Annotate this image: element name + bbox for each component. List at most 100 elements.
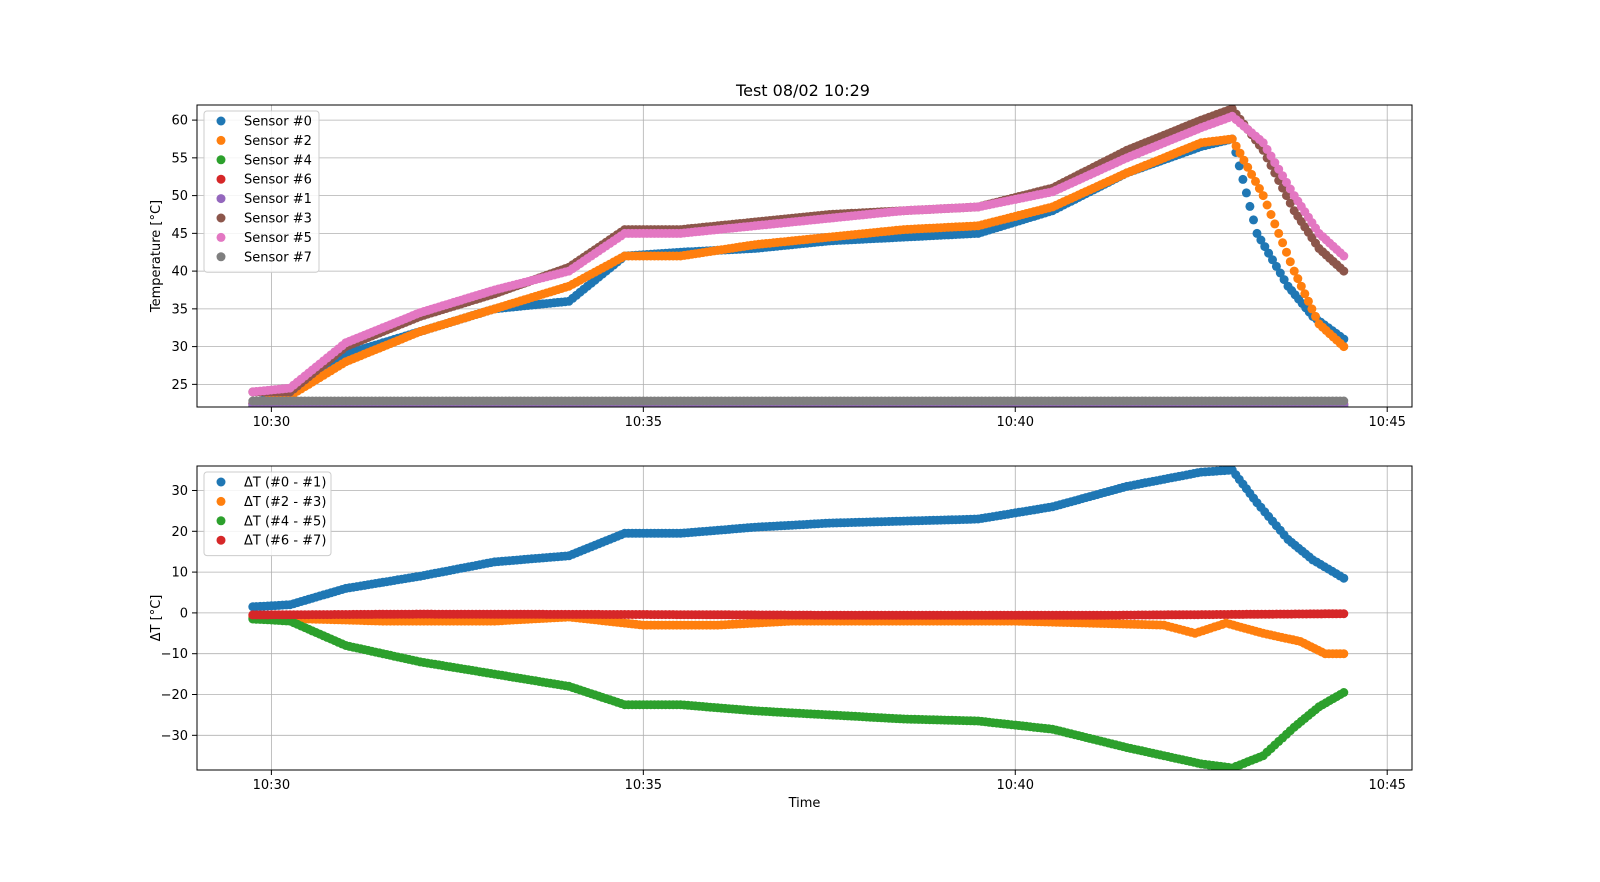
legend-entry: Sensor #4 <box>244 153 312 168</box>
data-point <box>1285 198 1295 208</box>
data-point <box>1245 201 1255 211</box>
y-tick-label: 0 <box>180 606 188 621</box>
legend-entry: ΔT (#6 - #7) <box>244 534 326 549</box>
data-point <box>1256 235 1266 245</box>
data-point <box>1279 275 1289 285</box>
data-point <box>1307 304 1317 314</box>
data-point <box>1289 266 1299 276</box>
data-point <box>1271 261 1281 271</box>
y-tick-label: 45 <box>171 227 188 242</box>
data-point <box>1278 238 1288 248</box>
legend-marker <box>216 516 226 526</box>
data-point <box>1254 184 1264 193</box>
x-tick-label: 10:30 <box>253 778 290 793</box>
legend-entry: Sensor #6 <box>244 173 312 188</box>
data-point <box>1339 609 1349 619</box>
data-point <box>1262 200 1272 210</box>
data-point <box>1339 396 1349 406</box>
legend-entry: ΔT (#2 - #3) <box>244 495 326 510</box>
data-point <box>1339 649 1349 659</box>
delta-t-axes: 10:30 10:35 10:40 10:45 −30 −20 −10 0 10 20 30 ΔT [… <box>149 465 1413 811</box>
data-point <box>1227 134 1237 144</box>
y-tick-label: 25 <box>171 378 188 393</box>
x-tick-label: 10:40 <box>997 415 1034 430</box>
legend-marker <box>216 135 226 145</box>
axes-frame <box>196 465 1413 771</box>
data-point <box>1231 141 1241 151</box>
data-point <box>1285 184 1295 194</box>
data-point <box>1239 155 1249 165</box>
legend-marker <box>216 194 226 204</box>
data-point <box>1270 158 1280 168</box>
data-point <box>1247 169 1257 179</box>
data-point <box>1274 228 1284 238</box>
legend-marker <box>216 213 226 223</box>
legend-entry: ΔT (#0 - #1) <box>244 476 326 491</box>
legend-marker <box>216 116 226 126</box>
legend-marker <box>216 155 226 165</box>
data-point <box>1293 274 1303 284</box>
data-point <box>1339 573 1349 583</box>
legend-marker <box>216 496 226 506</box>
legend-entry: Sensor #2 <box>244 134 312 149</box>
legend-marker <box>216 252 226 262</box>
data-point <box>1303 296 1313 306</box>
data-point <box>1339 688 1349 697</box>
legend-marker <box>216 477 226 487</box>
y-tick-label: 10 <box>171 566 188 581</box>
y-tick-label: −20 <box>161 688 188 703</box>
series-0 <box>248 466 1349 612</box>
data-point <box>1282 191 1291 201</box>
data-point <box>1249 215 1258 225</box>
data-point <box>1243 162 1253 172</box>
y-tick-label: −30 <box>161 729 188 744</box>
y-tick-label: 55 <box>171 151 188 166</box>
data-point <box>1274 164 1284 174</box>
legend: Sensor #0 Sensor #2 Sensor #4 Sensor #6 Sens… <box>203 110 320 273</box>
data-point <box>1235 148 1245 158</box>
y-axis-label: Temperature [°C] <box>149 200 164 313</box>
data-point <box>1339 342 1349 352</box>
series-1 <box>248 134 1349 407</box>
data-point <box>1238 174 1248 184</box>
y-tick-label: 20 <box>171 525 188 540</box>
y-tick-label: 30 <box>171 340 188 355</box>
data-point <box>1262 144 1272 154</box>
data-point <box>1268 255 1277 265</box>
data-point <box>1296 281 1306 291</box>
y-tick-label: 50 <box>171 189 188 204</box>
data-point <box>1241 188 1251 198</box>
data-point <box>1300 289 1310 299</box>
data-point <box>1339 251 1349 261</box>
data-point <box>1264 248 1274 258</box>
data-point <box>1270 219 1280 229</box>
temperature-axes: 10:30 10:35 10:40 10:45 25 30 35 40 45 50 55 60 Temp… <box>149 104 1413 430</box>
legend-marker <box>216 232 226 242</box>
y-tick-label: 35 <box>171 302 188 317</box>
chart-title: Test 08/02 10:29 <box>735 81 870 100</box>
legend-marker <box>216 174 226 184</box>
legend-entry: Sensor #3 <box>244 212 312 227</box>
plot-area <box>248 105 1349 407</box>
series-3 <box>248 609 1349 620</box>
data-point <box>1285 257 1295 267</box>
data-point <box>1252 228 1262 238</box>
x-axis-label: Time <box>788 796 821 811</box>
legend-entry: Sensor #7 <box>244 250 312 265</box>
legend-entry: Sensor #1 <box>244 192 312 207</box>
data-point <box>1266 210 1276 219</box>
data-point <box>1266 151 1276 161</box>
data-point <box>1275 268 1285 278</box>
legend-entry: ΔT (#4 - #5) <box>244 514 326 529</box>
legend-box <box>203 110 320 273</box>
series-7 <box>248 396 1349 406</box>
x-tick-label: 10:35 <box>625 415 662 430</box>
plot-area <box>248 466 1349 770</box>
y-tick-label: −10 <box>161 647 188 662</box>
series-6 <box>248 111 1349 397</box>
data-point <box>1278 171 1288 181</box>
legend-marker <box>216 535 226 545</box>
x-tick-label: 10:35 <box>625 778 662 793</box>
x-tick-label: 10:45 <box>1368 778 1405 793</box>
